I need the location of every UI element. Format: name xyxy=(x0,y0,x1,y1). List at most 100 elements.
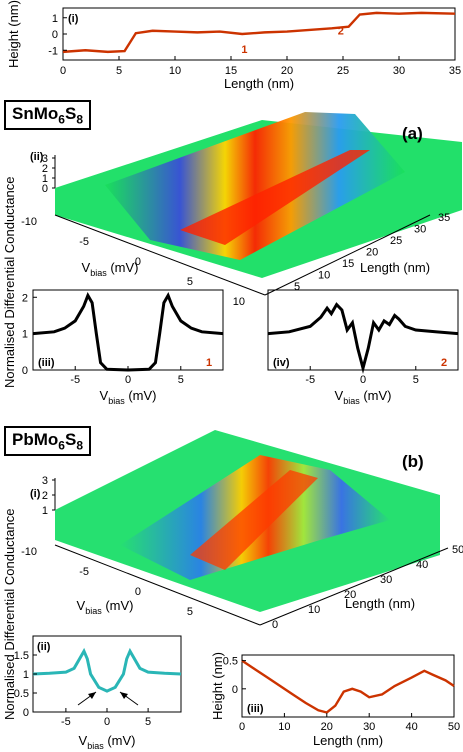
x-axis xyxy=(54,214,266,296)
z-tick-label: 0 xyxy=(42,183,48,195)
panel-tag: (iii) xyxy=(247,703,264,715)
z-tick-label: 1 xyxy=(42,505,48,517)
x-tick-label: 20 xyxy=(321,721,333,733)
panel-tag: (iv) xyxy=(273,357,290,369)
x-tick-label: 30 xyxy=(363,721,375,733)
pbmo-spectrum-chart: -5 0 5 0 0.5 1 1.5 (ii) Vbias (mV) xyxy=(14,635,182,751)
figure-label-b: (b) xyxy=(402,452,424,471)
z-tick-label: 2 xyxy=(42,490,48,502)
panel-tag: (i) xyxy=(68,13,79,25)
surface-gap-band xyxy=(105,112,405,260)
y-tick-label: 20 xyxy=(366,247,378,259)
y-axis-label: Length (nm) xyxy=(345,596,415,611)
x-tick-label: -10 xyxy=(21,546,37,558)
x-axis-label: Vbias (mV) xyxy=(82,260,139,278)
y-tick-label: -1 xyxy=(48,45,58,57)
marker-label: 2 xyxy=(441,357,447,369)
x-tick-label: -5 xyxy=(70,374,80,386)
x-tick-label: -10 xyxy=(21,216,37,228)
x-tick-label: -5 xyxy=(79,566,89,578)
panel-tag: (iii) xyxy=(38,357,55,369)
y-tick-label: 0 xyxy=(22,365,28,377)
y-tick-label: 5 xyxy=(294,281,300,293)
material-label-pbmo: PbMo6S8 xyxy=(4,426,91,457)
z-tick-label: 1 xyxy=(42,173,48,185)
spectrum-line xyxy=(267,302,459,375)
x-axis xyxy=(54,544,261,626)
x-tick-label: 30 xyxy=(393,65,405,77)
z-tick-label: 2 xyxy=(42,163,48,175)
x-tick-label: 35 xyxy=(449,65,461,77)
snmo-spectrum-1-chart: -5 0 5 0 1 2 (iii) 1 Vbias (mV) xyxy=(22,289,224,406)
x-tick-label: 0 xyxy=(135,586,141,598)
x-tick-label: 10 xyxy=(233,296,245,308)
x-tick-label: 40 xyxy=(405,721,417,733)
arrow-left-head xyxy=(88,692,96,699)
y-tick-label: 1 xyxy=(22,329,28,341)
y-tick-label: 50 xyxy=(452,544,463,556)
x-tick-label: 5 xyxy=(187,276,193,288)
x-tick-label: 5 xyxy=(187,606,193,618)
x-tick-label: 0 xyxy=(239,721,245,733)
spectrum-line xyxy=(32,291,224,372)
x-tick-label: 0 xyxy=(104,716,110,728)
y-tick-label: 25 xyxy=(390,235,402,247)
y-tick-label: 0 xyxy=(52,29,58,41)
x-tick-label: 5 xyxy=(413,374,419,386)
spectrum-line xyxy=(32,647,182,693)
y-tick-label: 20 xyxy=(344,589,356,601)
pbmo-surface-plot: 3 2 1 -10 -5 0 5 0 10 20 30 40 50 (i) Vbias (mV) L… xyxy=(21,430,463,631)
x-tick-label: 10 xyxy=(169,65,181,77)
point-annotation: 1 xyxy=(241,44,247,56)
y-axis-label: Length (nm) xyxy=(360,260,430,275)
surface-red-core xyxy=(190,470,318,570)
point-annotation: 2 xyxy=(338,25,344,37)
figure-label-a: (a) xyxy=(402,124,423,143)
y-tick-label: 35 xyxy=(438,212,450,224)
y-tick-label: 0 xyxy=(272,619,278,631)
snmo-spectrum-2-chart: -5 0 5 (iv) 2 Vbias (mV) xyxy=(267,289,459,406)
y-axis xyxy=(264,214,431,296)
pbmo-height-chart: 0 10 20 30 40 50 0.5 0 (iii) Length (nm) Heigh… xyxy=(210,652,460,748)
height-profile-line xyxy=(241,659,455,714)
z-tick-label: 3 xyxy=(42,153,48,165)
x-tick-label: 50 xyxy=(448,721,460,733)
material-label-snmo: SnMo6S8 xyxy=(4,100,91,131)
y-axis-label: Height (nm) xyxy=(210,652,225,720)
surface-red-core xyxy=(180,150,370,245)
y-axis-label: Height (nm) xyxy=(6,0,21,68)
y-tick-label: 0.5 xyxy=(223,656,238,668)
panel-tag: (ii) xyxy=(30,151,44,163)
x-tick-label: 5 xyxy=(116,65,122,77)
height-profile-line xyxy=(62,11,456,54)
x-axis-label: Length (nm) xyxy=(224,76,294,91)
x-axis-label: Vbias (mV) xyxy=(335,388,392,406)
x-tick-label: -5 xyxy=(61,716,71,728)
y-tick-label: 0 xyxy=(23,707,29,719)
x-tick-label: 0 xyxy=(135,256,141,268)
pbmo-z-axis-label: Normalised Differential Conductance xyxy=(2,508,17,720)
snmo-z-axis-label: Normalised Differential Conductance xyxy=(2,176,17,388)
y-tick-label: 0.5 xyxy=(14,688,29,700)
x-axis-label: Length (nm) xyxy=(313,733,383,748)
y-tick-label: 1 xyxy=(23,669,29,681)
x-tick-label: 0 xyxy=(125,374,131,386)
x-axis-label: Vbias (mV) xyxy=(77,598,134,616)
y-axis xyxy=(259,547,449,626)
x-axis-label: Vbias (mV) xyxy=(100,388,157,406)
x-tick-label: -5 xyxy=(305,374,315,386)
y-tick-label: 1.5 xyxy=(14,650,29,662)
marker-label: 1 xyxy=(206,357,212,369)
x-tick-label: 15 xyxy=(225,65,237,77)
x-tick-label: 25 xyxy=(337,65,349,77)
y-tick-label: 10 xyxy=(318,270,330,282)
z-tick-label: 3 xyxy=(42,475,48,487)
plot-frame xyxy=(241,654,455,718)
x-tick-label: 20 xyxy=(281,65,293,77)
y-tick-label: 10 xyxy=(308,604,320,616)
x-tick-label: -5 xyxy=(79,236,89,248)
x-tick-label: 0 xyxy=(60,65,66,77)
y-tick-label: 40 xyxy=(416,559,428,571)
